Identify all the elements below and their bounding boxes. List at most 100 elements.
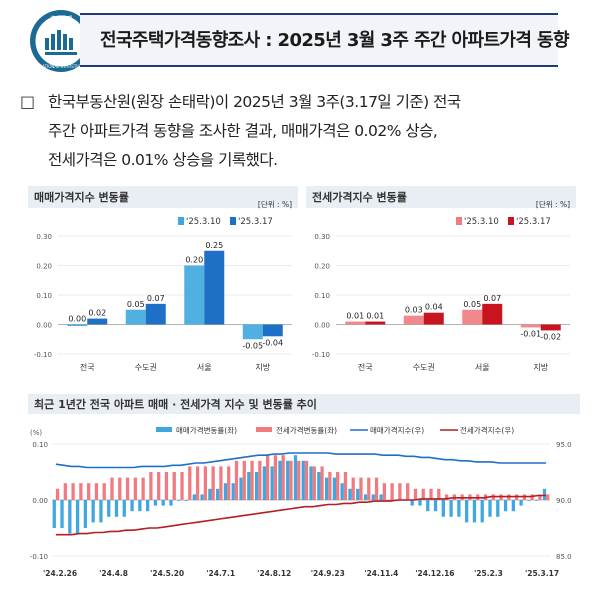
legend-label: '25.3.10 [464, 217, 499, 227]
bar [91, 500, 95, 523]
bar [60, 500, 64, 528]
x-tick-label: '24.2.26 [43, 569, 77, 578]
summary-line: 한국부동산원(원장 손태락)이 2025년 3월 3주(3.17일 기준) 전국 [48, 93, 461, 111]
bar [312, 466, 316, 500]
data-label: 0.25 [205, 241, 223, 250]
bar [145, 500, 150, 512]
bar [219, 466, 223, 500]
bar [423, 312, 444, 325]
bar [382, 483, 386, 500]
bar [122, 500, 126, 517]
bar [527, 500, 531, 501]
data-label: 0.01 [366, 312, 384, 321]
bar [538, 494, 542, 500]
bar [297, 460, 301, 500]
bar [75, 500, 80, 534]
bar [421, 488, 425, 500]
page-title: 전국주택가격동향조사 : 2025년 3월 3주 주간 아파트가격 동향 [100, 30, 570, 51]
bar [195, 466, 200, 500]
bar [68, 500, 72, 534]
bar [482, 303, 503, 325]
bar [192, 494, 196, 500]
bar [254, 472, 259, 500]
bar [180, 472, 184, 500]
bar [99, 500, 103, 523]
category-label: 지방 [533, 362, 548, 372]
data-label: -0.04 [262, 338, 283, 347]
left-y-tick-label: 0.00 [32, 497, 48, 505]
report-header: 국가통계 NATIONAL STATISTICS 전국주택가격동향조사 : 20… [0, 0, 600, 80]
legend-swatch [456, 217, 462, 225]
legend-swatch [230, 217, 236, 225]
bar [390, 483, 394, 500]
data-label: 0.04 [425, 303, 443, 312]
annual-trend-chart: 최근 1년간 전국 아파트 매매 · 전세가격 지수 및 변동률 추이 (%) 매매… [28, 394, 580, 578]
bar [433, 500, 438, 512]
category-label: 전국 [80, 362, 95, 372]
bar [102, 483, 106, 500]
bar [449, 500, 453, 517]
data-label: -0.05 [242, 341, 263, 350]
panel-title: 전세가격지수 변동률 [312, 190, 407, 204]
bar [336, 472, 340, 500]
data-label: 0.00 [68, 315, 86, 324]
bar [164, 472, 169, 500]
bar [472, 500, 477, 523]
bar [177, 500, 181, 501]
bar [418, 500, 422, 506]
bar [107, 500, 111, 517]
bar [141, 477, 145, 500]
bar [535, 500, 539, 501]
panel-title-bg [306, 186, 576, 208]
bar [149, 472, 153, 500]
legend-label: '25.3.17 [516, 217, 551, 227]
bar [184, 500, 189, 501]
category-label: 서울 [475, 363, 490, 372]
bar [94, 483, 99, 500]
bar [71, 483, 75, 500]
bar [320, 466, 324, 500]
bar [488, 500, 492, 517]
series-line [55, 452, 547, 469]
bar [242, 324, 263, 340]
summary-paragraph: 한국부동산원(원장 손태락)이 2025년 3월 3주(3.17일 기준) 전국… [48, 88, 580, 175]
legend-label: 전세가격지수(우) [460, 425, 514, 435]
bar [200, 494, 204, 500]
title-box: 전국주택가격동향조사 : 2025년 3월 3주 주간 아파트가격 동향 [80, 13, 570, 67]
right-y-tick-label: 85.0 [556, 553, 572, 561]
bar [55, 488, 60, 500]
x-tick-label: '24.7.1 [206, 569, 235, 578]
data-label: -0.02 [540, 332, 561, 341]
legend-label: '25.3.17 [238, 217, 273, 227]
bar [542, 488, 547, 500]
category-label: 전국 [358, 362, 373, 372]
panel-title: 최근 1년간 전국 아파트 매매 · 전세가격 지수 및 변동률 추이 [34, 397, 317, 411]
y-tick-label: 0.20 [36, 263, 52, 271]
bar [133, 477, 137, 500]
bar [87, 483, 91, 500]
bar [348, 488, 352, 500]
x-tick-label: '24.9.23 [311, 569, 345, 578]
bar [363, 494, 368, 500]
bar [83, 500, 88, 528]
y-tick-label: 0.00 [314, 322, 330, 330]
legend-swatch [508, 217, 514, 225]
bar [138, 500, 142, 512]
bar [67, 324, 88, 326]
bar [462, 309, 483, 325]
bar [52, 500, 56, 528]
bar [239, 477, 243, 500]
summary-line: 전세가격은 0.01% 상승을 기록했다. [48, 151, 278, 169]
bar [184, 265, 205, 325]
bar [247, 472, 251, 500]
bar [351, 477, 355, 500]
y-tick-label: 0.10 [36, 292, 52, 300]
bar [403, 315, 424, 325]
bar [161, 500, 165, 506]
bar [211, 466, 215, 500]
y-tick-label: 0.20 [314, 263, 330, 271]
unit-label: [단위 : %] [258, 199, 292, 209]
bar [511, 500, 515, 512]
category-label: 수도권 [135, 362, 157, 372]
bar [379, 494, 383, 500]
